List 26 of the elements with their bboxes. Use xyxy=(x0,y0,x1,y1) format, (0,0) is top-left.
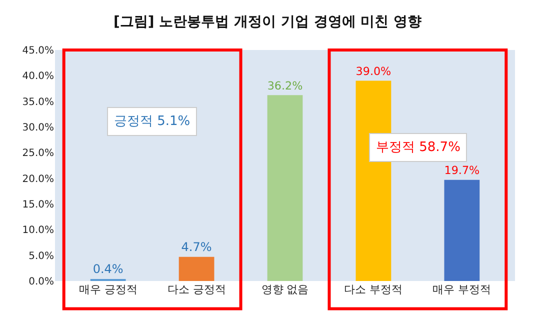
y-tick-label: 35.0% xyxy=(22,96,54,108)
y-tick-label: 40.0% xyxy=(22,71,54,82)
x-tick-label: 매우 긍정적 xyxy=(78,283,138,296)
y-tick-label: 0.0% xyxy=(28,276,54,288)
data-label: 36.2% xyxy=(267,79,303,92)
y-tick-label: 30.0% xyxy=(22,122,54,134)
x-tick-label: 영향 없음 xyxy=(261,283,309,296)
y-tick-label: 45.0% xyxy=(22,46,54,56)
y-tick-label: 5.0% xyxy=(28,250,54,262)
x-tick-label: 다소 긍정적 xyxy=(167,283,226,296)
data-label: 0.4% xyxy=(92,262,124,276)
annotation: 부정적 58.7% xyxy=(376,140,460,155)
data-label: 19.7% xyxy=(444,164,480,178)
y-tick-label: 10.0% xyxy=(22,225,54,236)
bar xyxy=(267,95,303,281)
y-tick-label: 20.0% xyxy=(22,174,54,185)
x-tick-label: 매우 부정적 xyxy=(432,283,492,296)
data-label: 39.0% xyxy=(356,65,392,78)
annotation: 긍정적 5.1% xyxy=(114,114,190,129)
x-tick-label: 다소 부정적 xyxy=(344,283,403,296)
chart-title: [그림] 노란봉투법 개정이 기업 경영에 미친 영향 xyxy=(113,14,422,30)
bar xyxy=(178,256,214,281)
y-tick-label: 15.0% xyxy=(22,200,54,210)
data-label: 4.7% xyxy=(181,240,212,254)
y-tick-label: 25.0% xyxy=(22,148,54,160)
bar xyxy=(444,180,480,281)
